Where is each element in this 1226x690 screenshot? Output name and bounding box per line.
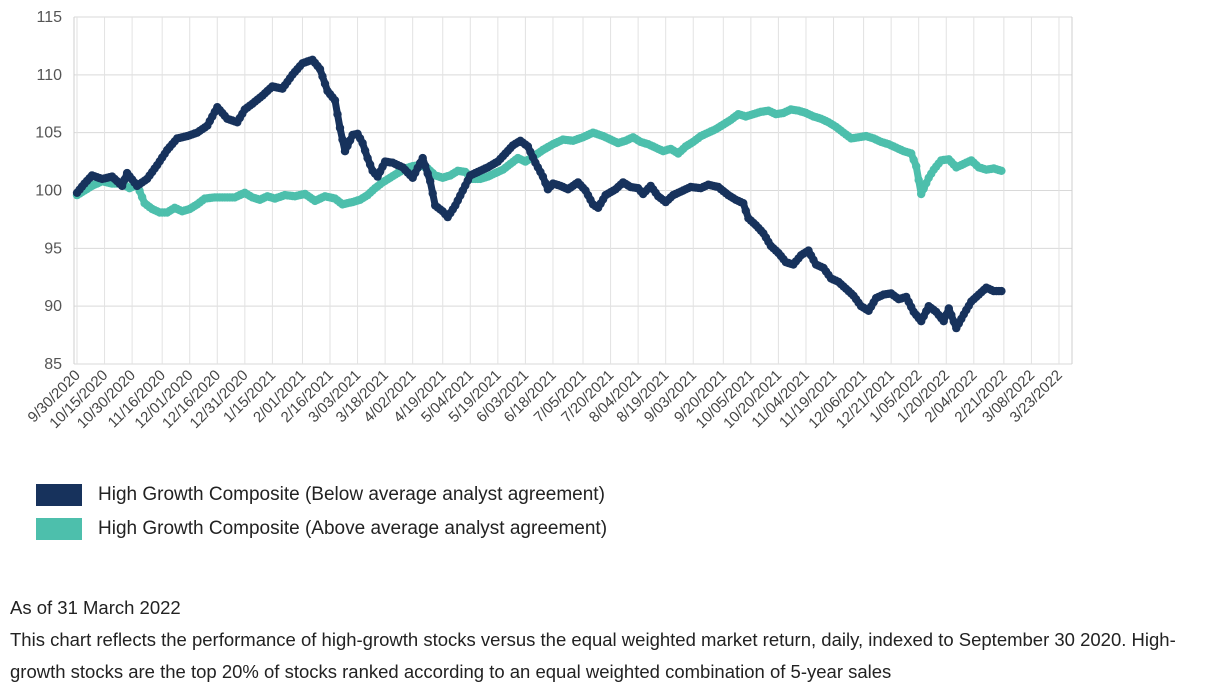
legend-item-below-agreement[interactable]: High Growth Composite (Below average ana… [36, 478, 607, 512]
series-point [333, 110, 342, 119]
y-tick-label: 100 [35, 183, 62, 200]
series-point [944, 304, 953, 313]
series-point [360, 146, 370, 155]
series-markers-below [72, 55, 1006, 333]
legend-label-below: High Growth Composite (Below average ana… [98, 484, 605, 505]
legend-swatch-below [36, 484, 82, 506]
series-point [318, 72, 327, 81]
y-tick-label: 105 [35, 125, 62, 142]
series-point [421, 161, 430, 170]
series-point [330, 96, 340, 105]
legend-swatch-above [36, 518, 82, 540]
chart-description: This chart reflects the performance of h… [10, 629, 1176, 682]
y-axis-ticks: 85 90 95 100 105 110 115 [35, 9, 62, 373]
as-of-date: As of 31 March 2022 [10, 597, 181, 618]
series-point [912, 162, 921, 171]
y-tick-label: 90 [44, 298, 62, 315]
series-point [914, 175, 923, 185]
y-tick-label: 85 [44, 356, 62, 373]
series-point [907, 149, 916, 158]
series-point [997, 166, 1006, 175]
series-point [426, 177, 435, 186]
series-point [335, 123, 345, 133]
series-point [428, 189, 437, 198]
y-tick-label: 115 [36, 9, 62, 26]
series-point [117, 181, 127, 191]
series-point [739, 199, 748, 208]
series-point [741, 206, 750, 215]
series-point [338, 135, 347, 144]
series-point [538, 172, 548, 181]
series-point [358, 138, 367, 148]
series-point [363, 153, 372, 163]
series-point [320, 79, 330, 88]
y-tick-label: 95 [44, 240, 62, 257]
series-point [315, 64, 325, 74]
series-point [418, 153, 427, 163]
series-point [997, 286, 1006, 296]
y-tick-label: 110 [36, 67, 62, 84]
series-point [365, 160, 375, 169]
chart-legend: High Growth Composite (Below average ana… [36, 478, 607, 546]
chart-series [72, 55, 1006, 333]
legend-item-above-agreement[interactable]: High Growth Composite (Above average ana… [36, 512, 607, 546]
series-point [423, 169, 432, 178]
chart-footnote: As of 31 March 2022 This chart reflects … [10, 592, 1220, 688]
x-axis-ticks: 9/30/202010/15/202010/30/202011/16/20201… [25, 367, 1066, 432]
series-point [939, 317, 948, 326]
legend-label-above: High Growth Composite (Above average ana… [98, 518, 608, 539]
series-point [947, 310, 956, 320]
line-chart: 85 90 95 100 105 110 115 9/30/202010/15/202010… [25, 9, 1073, 432]
series-point [909, 155, 918, 164]
